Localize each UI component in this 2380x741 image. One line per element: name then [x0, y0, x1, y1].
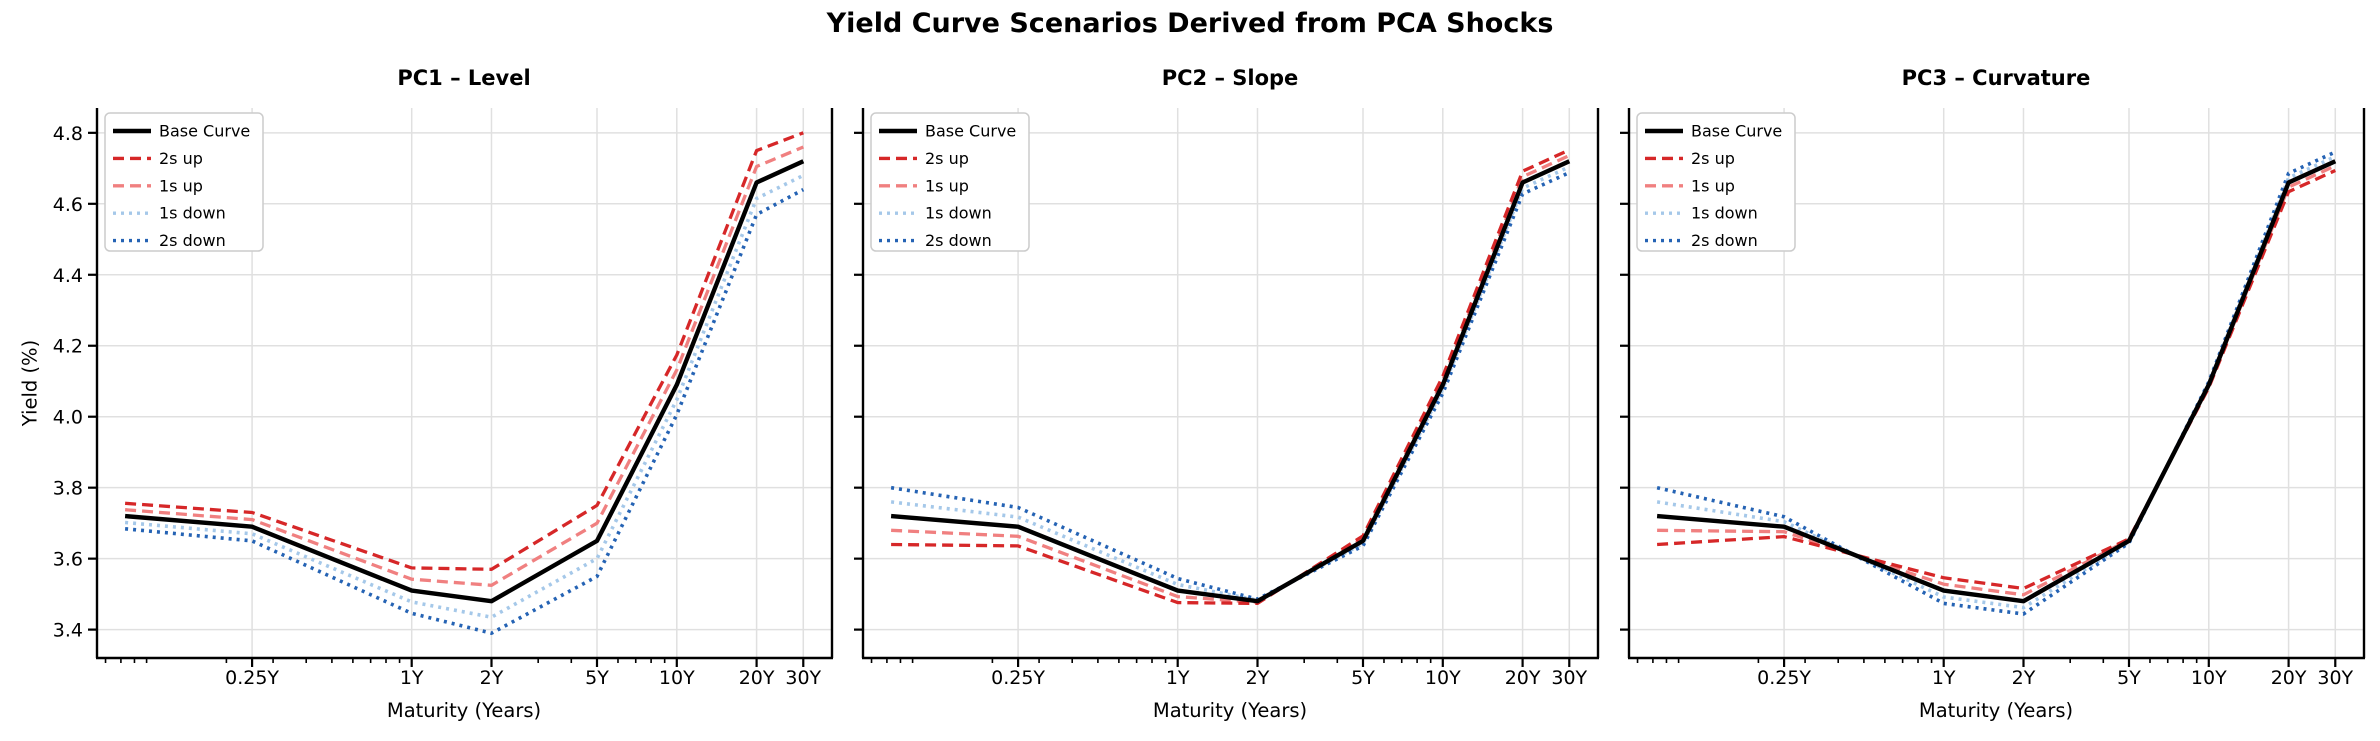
legend-box: [1636, 112, 1796, 252]
subplot-title-pc1: PC1 – Level: [397, 66, 531, 90]
x-tick-label: 30Y: [1551, 667, 1587, 689]
legend-label: 2s up: [1691, 149, 1735, 168]
x-tick-label: 10Y: [2191, 667, 2227, 689]
x-tick-label: 1Y: [1932, 667, 1956, 689]
legend-label: 1s up: [925, 176, 969, 195]
y-tick-label: 4.2: [53, 336, 83, 358]
legend-label: 1s up: [159, 176, 203, 195]
x-tick-label: 2Y: [1246, 667, 1270, 689]
legend-label: 2s down: [925, 231, 992, 250]
y-tick-label: 4.4: [53, 265, 83, 287]
series-line-1s-up: [124, 145, 804, 587]
x-axis-title-pc2: Maturity (Years): [1152, 699, 1308, 722]
legend-label: Base Curve: [159, 122, 250, 141]
legend-label: Base Curve: [1691, 122, 1782, 141]
x-tick-label: 1Y: [400, 667, 424, 689]
legend-label: 2s down: [159, 231, 226, 250]
series-line-base-curve: [890, 159, 1571, 604]
series-line-2s-down: [1656, 150, 2337, 616]
series-line-1s-up: [1657, 164, 2336, 597]
x-tick-label: 5Y: [2117, 667, 2141, 689]
legend-label: 2s up: [159, 149, 203, 168]
x-tick-label: 5Y: [1351, 667, 1375, 689]
y-tick-label: 3.8: [53, 478, 83, 500]
legend-label: 1s down: [1691, 204, 1758, 223]
series-line-2s-up: [124, 131, 804, 571]
legend-label: Base Curve: [925, 122, 1016, 141]
x-axis-title-pc3: Maturity (Years): [1918, 699, 2074, 722]
series-line-base-curve: [124, 159, 805, 604]
subplot-title-pc3: PC3 – Curvature: [1901, 66, 2091, 90]
series-line-1s-down: [124, 173, 805, 619]
y-tick-label: 4.8: [53, 123, 83, 145]
legend-label: 2s up: [925, 149, 969, 168]
x-tick-label: 2Y: [2012, 667, 2036, 689]
y-tick-label: 3.4: [53, 620, 83, 642]
x-tick-label: 20Y: [739, 667, 775, 689]
legend-label: 1s down: [925, 204, 992, 223]
x-tick-label: 30Y: [785, 667, 821, 689]
subplot-title-pc2: PC2 – Slope: [1161, 66, 1299, 90]
legend-label: 2s down: [1691, 231, 1758, 250]
legend-box: [870, 112, 1030, 252]
legend-box: [104, 112, 264, 252]
legend-label: 1s up: [1691, 176, 1735, 195]
series-line-2s-up: [1656, 168, 2336, 591]
x-tick-label: 2Y: [480, 667, 504, 689]
x-tick-label: 10Y: [1425, 667, 1461, 689]
y-tick-label: 4.6: [53, 194, 83, 216]
x-tick-label: 30Y: [2317, 667, 2353, 689]
y-tick-label: 4.0: [53, 407, 83, 429]
series-line-2s-down: [124, 188, 805, 635]
x-tick-label: 5Y: [585, 667, 609, 689]
legend-label: 1s down: [159, 204, 226, 223]
x-tick-label: 1Y: [1166, 667, 1190, 689]
x-tick-label: 0.25Y: [1757, 667, 1811, 689]
x-tick-label: 20Y: [1505, 667, 1541, 689]
x-axis-title-pc1: Maturity (Years): [386, 699, 542, 722]
figure-title: Yield Curve Scenarios Derived from PCA S…: [826, 8, 1554, 39]
x-tick-label: 20Y: [2271, 667, 2307, 689]
series-line-2s-up: [891, 148, 1570, 606]
y-tick-label: 3.6: [53, 549, 83, 571]
series-line-base-curve: [1656, 159, 2337, 604]
x-tick-label: 0.25Y: [991, 667, 1045, 689]
x-tick-label: 10Y: [659, 667, 695, 689]
x-tick-label: 0.25Y: [225, 667, 279, 689]
